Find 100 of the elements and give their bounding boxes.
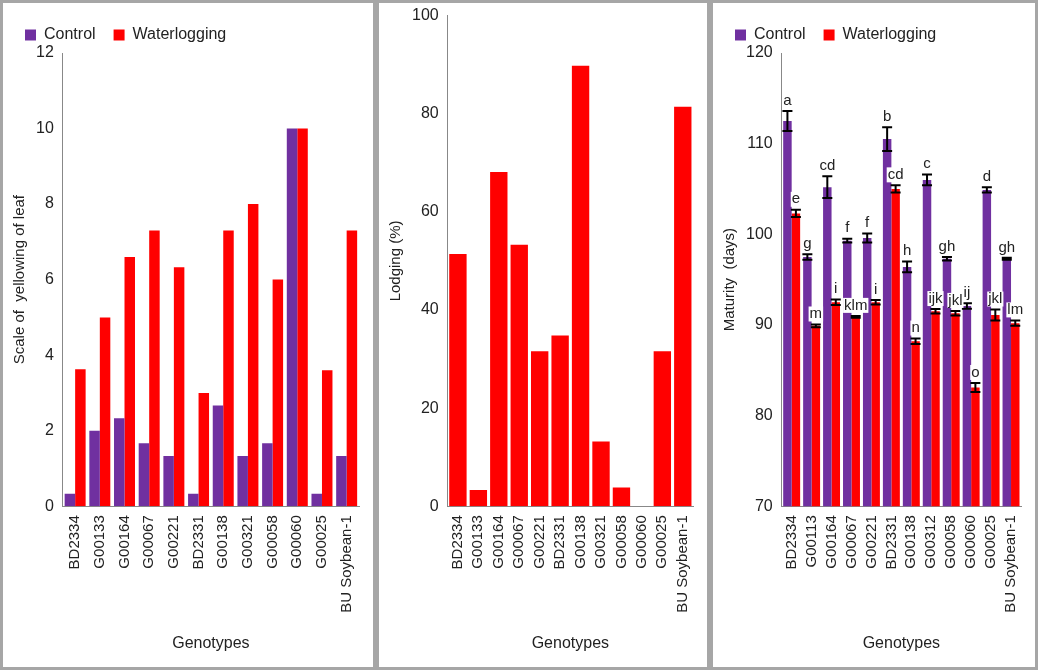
data-label: cd (887, 164, 904, 182)
x-tick-label: G00133 (89, 515, 107, 569)
x-tick-label: G00067 (509, 515, 527, 569)
bar (286, 128, 298, 507)
bar (674, 106, 692, 507)
x-tick-label: BD2334 (781, 515, 799, 570)
data-label: cd (819, 155, 836, 173)
x-tick-label: G00058 (941, 515, 959, 569)
data-label: m (809, 304, 823, 322)
bar (592, 441, 610, 507)
data-label: c (923, 154, 932, 172)
x-tick-label: G00058 (611, 515, 629, 569)
x-axis-title: Genotypes (531, 633, 610, 651)
x-tick-label: G00221 (529, 515, 547, 569)
x-tick-label: G00164 (488, 515, 506, 569)
bar (114, 418, 125, 507)
x-tick-label: G00067 (139, 515, 157, 569)
x-tick-label: G00138 (570, 515, 588, 569)
bar (64, 493, 76, 507)
data-label: ij (963, 282, 971, 300)
bar (198, 392, 210, 507)
x-tick-label: G00060 (287, 515, 305, 569)
x-tick-label: G00321 (591, 515, 609, 569)
bar (469, 490, 488, 507)
data-label: e (791, 189, 801, 207)
data-label: i (874, 279, 878, 297)
data-label: b (882, 106, 892, 124)
bar (212, 405, 224, 507)
legend-label: Waterlogging (842, 25, 937, 43)
bar (346, 230, 358, 507)
bar (571, 65, 590, 507)
y-tick-label: 60 (420, 202, 439, 220)
data-label: i (834, 279, 838, 297)
bar (311, 493, 322, 507)
x-tick-label: G00067 (841, 515, 859, 569)
x-tick-label: G00025 (312, 515, 330, 569)
y-tick-label: 80 (754, 406, 773, 423)
x-tick-label: BU Soybean-1 (336, 515, 354, 613)
legend-label: Control (754, 25, 806, 43)
x-tick-label: G00164 (114, 515, 132, 569)
bar (262, 443, 273, 507)
bar (149, 230, 160, 507)
y-tick-label: 110 (747, 134, 773, 152)
x-tick-label: BD2334 (65, 515, 83, 570)
x-tick-label: G00138 (901, 515, 919, 569)
x-tick-label: G00058 (262, 515, 280, 569)
legend-label: Waterlogging (132, 25, 227, 43)
bar (612, 487, 631, 507)
bar (653, 351, 672, 507)
data-label: ijk (928, 288, 944, 306)
data-label: jkl (987, 289, 1003, 307)
x-tick-label: G00060 (961, 515, 979, 569)
data-label: gh (998, 237, 1016, 255)
y-tick-label: 8 (44, 194, 54, 212)
data-label: lm (1007, 300, 1024, 318)
data-label: d (982, 166, 992, 184)
x-tick-label: G00221 (164, 515, 182, 569)
data-label: f (865, 213, 871, 231)
bar (138, 443, 150, 507)
y-tick-label: 80 (420, 104, 439, 122)
x-tick-label: G00025 (652, 515, 670, 569)
data-label: jkl (947, 290, 963, 308)
y-tick-label: 6 (44, 270, 54, 288)
bar (163, 456, 174, 507)
bar (336, 456, 347, 507)
y-tick-label: 90 (754, 315, 773, 333)
bar (75, 369, 86, 507)
x-tick-label: G00164 (821, 515, 839, 569)
x-tick-label: BU Soybean-1 (672, 515, 690, 613)
bar (237, 456, 248, 507)
x-tick-label: G00025 (981, 515, 999, 569)
y-tick-label: 100 (745, 224, 773, 242)
y-tick-label: 0 (429, 496, 439, 514)
x-tick-label: BD2331 (188, 515, 206, 570)
data-label: h (902, 241, 912, 259)
y-tick-label: 70 (754, 496, 773, 514)
bar (223, 230, 234, 507)
x-tick-label: G00138 (213, 515, 231, 569)
x-tick-label: G00113 (801, 515, 819, 568)
data-label: o (971, 362, 980, 380)
x-tick-label: BU Soybean-1 (1001, 515, 1019, 613)
y-tick-label: 20 (420, 398, 439, 416)
bar (272, 279, 284, 507)
y-tick-label: 12 (36, 43, 54, 61)
bar (99, 317, 111, 507)
bar (297, 128, 308, 507)
data-label: a (783, 90, 793, 108)
y-axis-title: Scale of yellowing of leaf (10, 194, 28, 365)
data-label: f (845, 218, 851, 236)
bar (531, 351, 549, 507)
y-tick-label: 100 (411, 6, 439, 24)
x-tick-label: G00221 (861, 515, 879, 569)
y-tick-label: 0 (44, 496, 54, 514)
x-tick-label: BD2331 (550, 515, 568, 570)
bar (247, 204, 259, 507)
bar (89, 430, 100, 507)
y-tick-label: 10 (36, 118, 54, 136)
x-axis-title: Genotypes (862, 633, 941, 651)
y-tick-label: 2 (44, 421, 54, 439)
bar (124, 256, 135, 507)
